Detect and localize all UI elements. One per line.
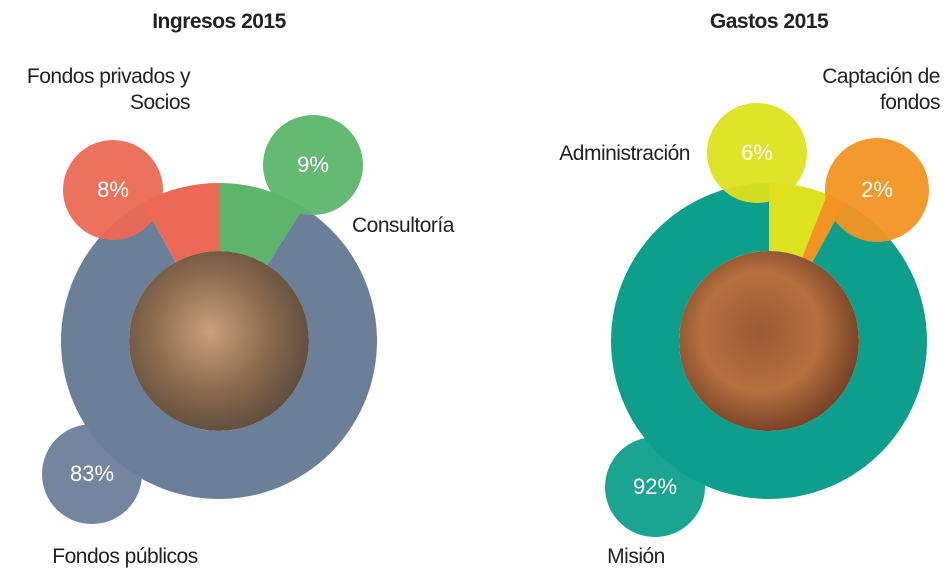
center-photo <box>679 251 859 431</box>
category-label: Misión <box>586 544 686 570</box>
category-label: Fondos privados y Socios <box>15 64 190 116</box>
value-label: 83% <box>70 461 114 486</box>
center-photo <box>129 251 309 431</box>
value-label: 6% <box>741 140 773 165</box>
chart-title: Ingresos 2015 <box>69 10 369 34</box>
value-label: 92% <box>633 474 677 499</box>
category-label: Administración <box>490 141 690 167</box>
category-label: Consultoría <box>352 213 454 239</box>
value-label: 9% <box>297 152 329 177</box>
page: 9% 83% 8% 6% 2% 92% Consultoría Fondos público… <box>0 0 947 572</box>
category-label: Captación de fondos <box>815 64 940 116</box>
value-label: 8% <box>97 177 129 202</box>
value-label: 2% <box>861 177 893 202</box>
category-label: Fondos públicos <box>25 544 225 570</box>
chart-title: Gastos 2015 <box>619 10 919 34</box>
